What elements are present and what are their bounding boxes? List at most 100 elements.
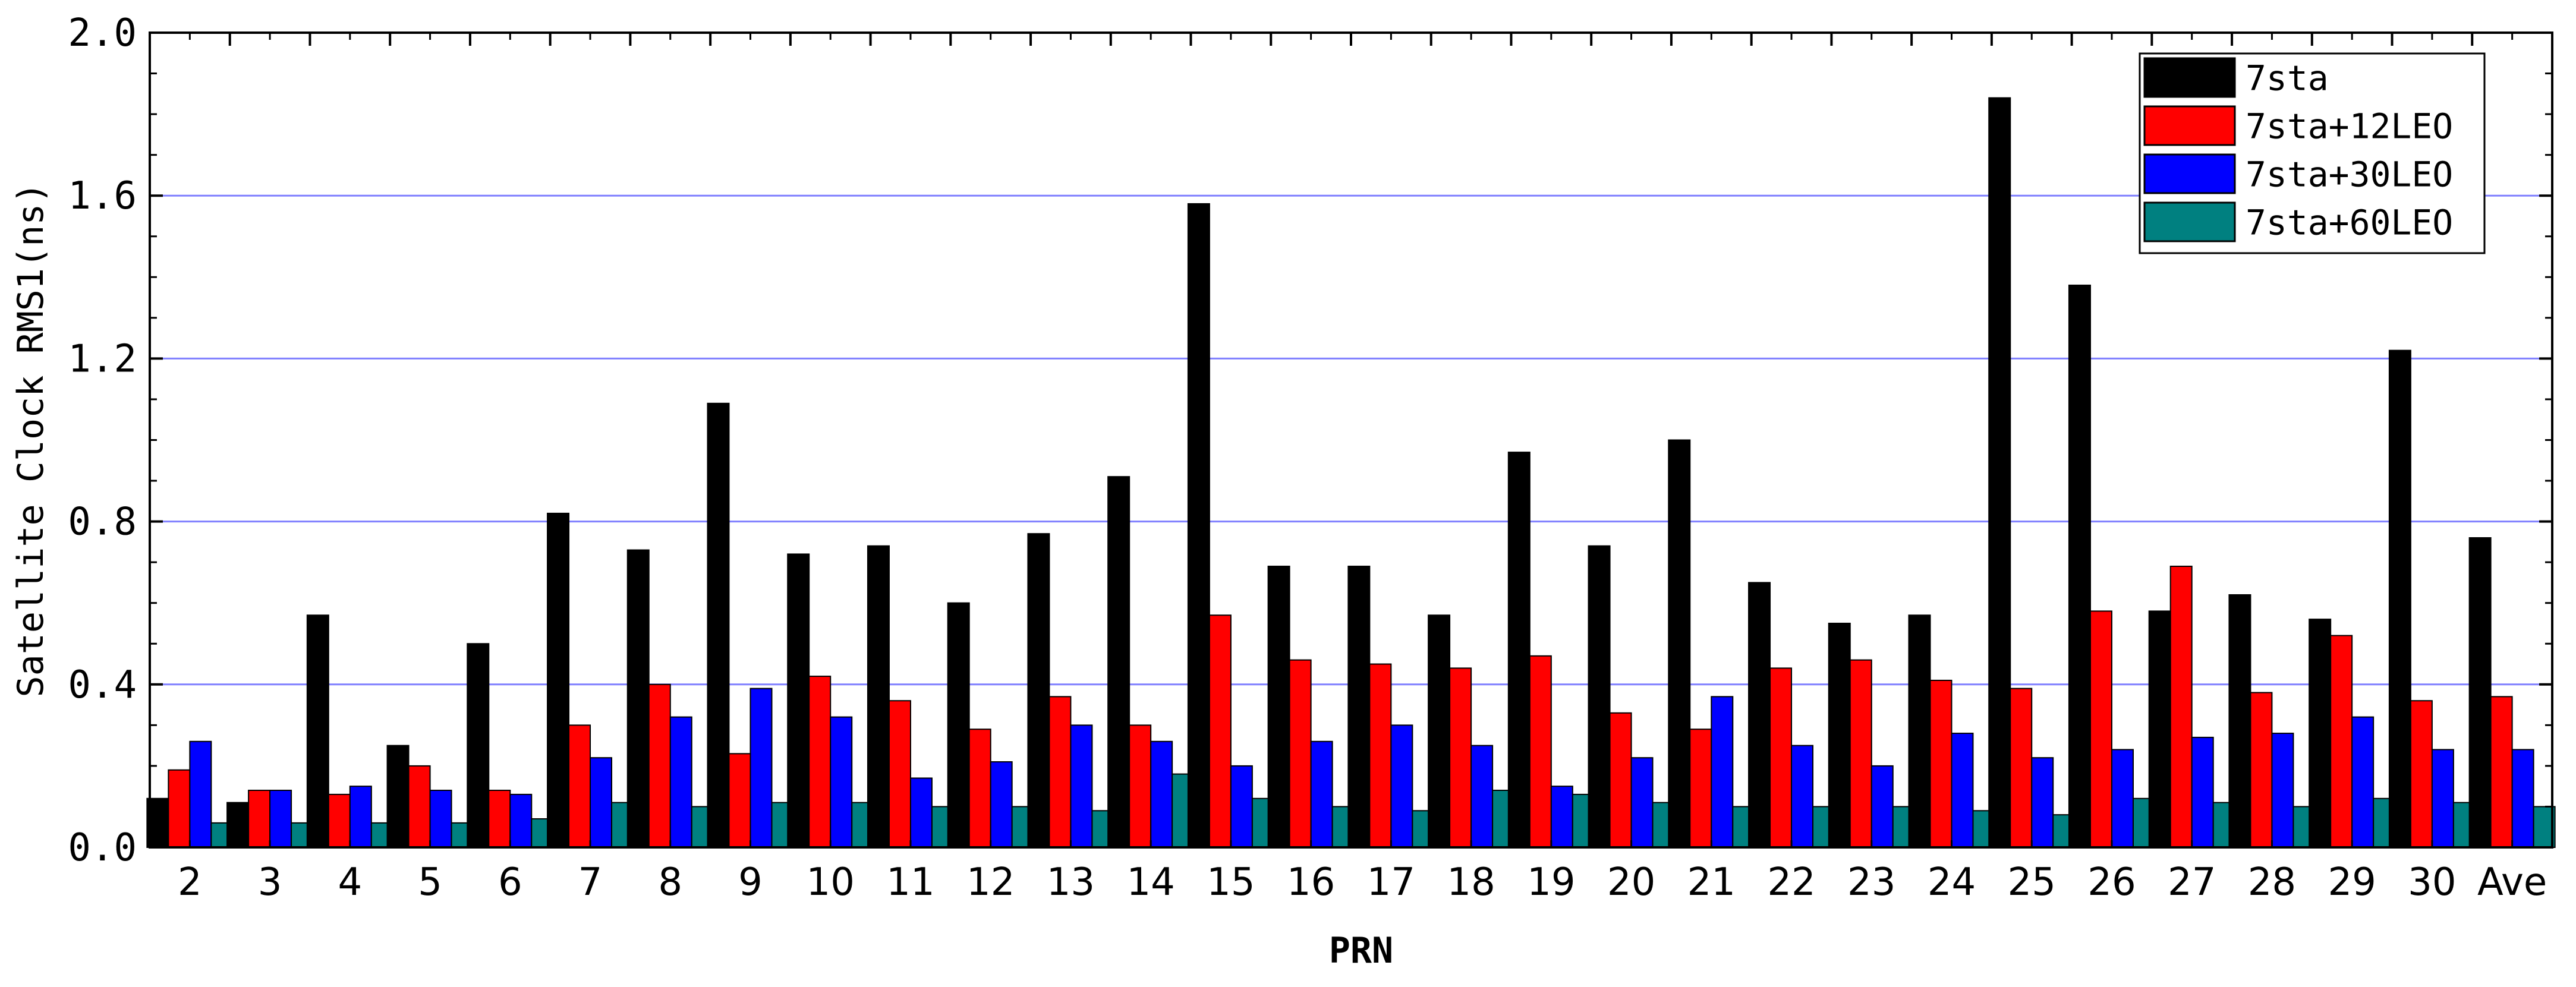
bar xyxy=(669,716,692,849)
bar xyxy=(306,614,329,848)
x-tick-label: 21 xyxy=(1687,860,1736,904)
legend-swatch xyxy=(2143,57,2236,98)
legend-label: 7sta+12LEO xyxy=(2246,106,2453,147)
bar xyxy=(1208,614,1232,848)
bar xyxy=(1027,533,1050,848)
bar xyxy=(349,786,372,849)
x-tick-label: 27 xyxy=(2168,860,2216,904)
x-tick-label: Ave xyxy=(2477,860,2547,904)
bar xyxy=(2191,736,2214,849)
bar xyxy=(488,790,511,849)
x-tick-label: 30 xyxy=(2408,860,2456,904)
bar xyxy=(1347,566,1371,848)
bar xyxy=(2089,610,2112,849)
legend-label: 7sta xyxy=(2246,58,2329,99)
y-tick-label: 0.4 xyxy=(68,663,137,707)
bar xyxy=(2271,733,2294,849)
bar xyxy=(1668,439,1691,848)
bar xyxy=(1630,757,1654,848)
bar xyxy=(2410,700,2433,848)
x-tick-label: 29 xyxy=(2328,860,2376,904)
x-tick-label: 9 xyxy=(738,860,763,904)
bar xyxy=(1449,667,1472,848)
bar xyxy=(909,777,933,848)
bar xyxy=(467,643,490,848)
x-tick-label: 7 xyxy=(578,860,603,904)
bar xyxy=(2169,566,2193,848)
bar xyxy=(750,688,773,849)
x-tick-labels: 2 3 4 5 6 7 8 9 10 11 12 13 14 15 16 17 18 19 20 21 22 23 24 25… xyxy=(178,860,2547,904)
bar xyxy=(1107,476,1130,848)
bar xyxy=(808,676,832,848)
bar xyxy=(1951,733,1974,849)
bar xyxy=(1289,659,1312,849)
bar xyxy=(990,761,1013,849)
y-tick-label: 1.2 xyxy=(68,337,137,381)
x-tick-label: 15 xyxy=(1207,860,1255,904)
x-tick-label: 13 xyxy=(1047,860,1095,904)
bar xyxy=(408,765,431,849)
bar xyxy=(1791,745,1814,848)
bar xyxy=(2010,688,2033,849)
bar xyxy=(830,716,853,849)
bar xyxy=(1908,614,1931,848)
x-tick-label: 25 xyxy=(2008,860,2056,904)
bar xyxy=(1870,765,1894,849)
bar xyxy=(1428,614,1451,848)
bar xyxy=(2330,635,2353,849)
y-tick-labels: 0.0 0.4 0.8 1.2 1.6 2.0 xyxy=(68,11,137,870)
x-tick-label: 19 xyxy=(1527,860,1575,904)
bar xyxy=(2250,692,2273,848)
legend-label: 7sta+30LEO xyxy=(2246,154,2453,195)
bar xyxy=(2431,749,2454,848)
bar xyxy=(1230,765,1253,849)
y-tick-label: 0.8 xyxy=(68,500,137,544)
bar xyxy=(1187,203,1210,848)
x-tick-label: 28 xyxy=(2248,860,2296,904)
bar xyxy=(1748,582,1771,848)
x-tick-label: 26 xyxy=(2087,860,2136,904)
bar xyxy=(1929,679,1953,848)
bar xyxy=(327,793,351,849)
x-tick-label: 5 xyxy=(418,860,442,904)
bar xyxy=(1267,566,1290,848)
y-axis-label: Satellite Clock RMS1(ns) xyxy=(10,182,52,698)
x-tick-label: 20 xyxy=(1607,860,1655,904)
bar xyxy=(1689,729,1712,848)
bar xyxy=(1849,659,1872,849)
bar xyxy=(1390,724,1413,848)
x-tick-label: 17 xyxy=(1367,860,1415,904)
bar xyxy=(1988,97,2011,848)
bar xyxy=(1470,745,1494,848)
bar xyxy=(626,549,650,849)
bar xyxy=(189,740,212,849)
bar xyxy=(2511,749,2534,848)
x-tick-label: 24 xyxy=(1928,860,1976,904)
bar xyxy=(1150,740,1173,849)
bar xyxy=(269,790,292,849)
bar xyxy=(1129,724,1152,848)
bar xyxy=(1769,667,1793,848)
bar xyxy=(1609,712,1632,849)
x-tick-label: 16 xyxy=(1287,860,1335,904)
legend-swatch xyxy=(2143,201,2236,242)
x-tick-label: 22 xyxy=(1767,860,1815,904)
bar xyxy=(728,753,751,848)
bar xyxy=(2468,537,2492,848)
bar xyxy=(2351,716,2375,849)
bar xyxy=(429,790,452,849)
bar xyxy=(2068,285,2091,848)
bar xyxy=(1048,696,1072,848)
legend: 7sta 7sta+12LEO 7sta+30LEO 7sta+60LEO xyxy=(2139,52,2486,254)
bar xyxy=(2148,610,2171,849)
bar xyxy=(547,512,570,848)
x-tick-label: 18 xyxy=(1447,860,1495,904)
legend-swatch xyxy=(2143,153,2236,194)
bar xyxy=(1828,622,1851,848)
bar xyxy=(1070,724,1093,848)
bar xyxy=(947,602,970,848)
legend-swatch xyxy=(2143,105,2236,146)
x-tick-label: 10 xyxy=(807,860,855,904)
bar xyxy=(1507,452,1531,848)
